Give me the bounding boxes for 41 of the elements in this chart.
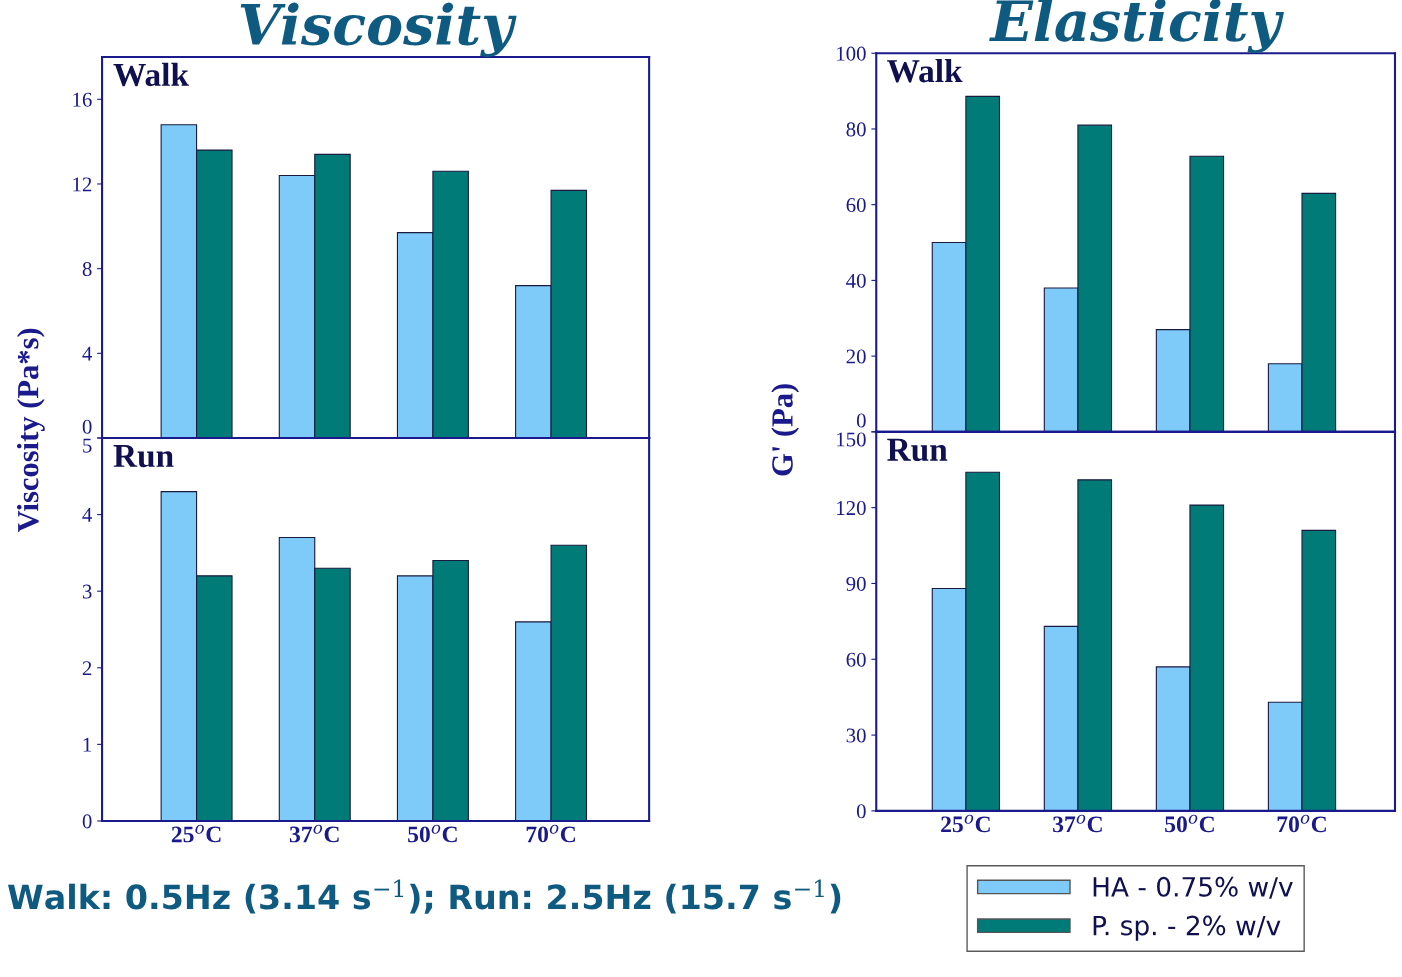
y-tick-label: 60 — [846, 198, 866, 213]
annotation: Run — [887, 438, 948, 462]
y-tick-label: 5 — [83, 438, 92, 453]
annotation: Walk — [113, 62, 189, 87]
y-tick-label: 0 — [82, 419, 92, 434]
x-tick-label: 70$^{o}$C — [526, 824, 575, 843]
chart-title: Viscosity — [240, 2, 517, 57]
annotation: Walk — [887, 58, 963, 83]
y-tick-label: 100 — [837, 46, 866, 61]
text: Walk: 0.5Hz (3.14 s$^{−1}$); Run: 2.5Hz (15.7 s$^{−1}$) — [8, 879, 841, 914]
x-tick-label: 70$^{o}$C — [1277, 814, 1326, 833]
y-tick-label: 60 — [846, 652, 866, 667]
legend-label: P. sp. - 2% w/v — [1093, 915, 1281, 941]
y-tick-label: 0 — [856, 804, 866, 819]
y-tick-label: 8 — [82, 262, 92, 277]
y-tick-label: 30 — [846, 728, 866, 743]
x-tick-label: 25$^{o}$C — [171, 824, 221, 843]
x-tick-label: 50$^{o}$C — [1165, 814, 1214, 833]
y-tick-label: 90 — [846, 576, 866, 591]
y-tick-label: 120 — [837, 501, 866, 516]
legend-label: HA - 0.75% w/v — [1093, 876, 1293, 899]
x-tick-label: 25$^{o}$C — [941, 814, 990, 833]
y-tick-label: 12 — [73, 177, 92, 192]
y-tick-label: 80 — [846, 122, 866, 137]
annotation: Run — [113, 445, 174, 468]
x-tick-label: 37$^{o}$C — [289, 824, 339, 843]
y-tick-label: 0 — [856, 413, 866, 428]
x-tick-label: 50$^{o}$C — [408, 824, 457, 843]
y-tick-label: 150 — [837, 432, 866, 447]
y-tick-label: 4 — [82, 508, 93, 522]
y-tick-label: 16 — [73, 92, 92, 107]
y-tick-label: 40 — [846, 273, 866, 288]
x-tick-label: 37$^{o}$C — [1053, 814, 1102, 833]
y-tick-label: 3 — [82, 584, 92, 599]
y-tick-label: 20 — [846, 349, 866, 364]
y-axis-title: Viscosity (Pa*s) — [16, 328, 45, 533]
y-tick-label: 4 — [82, 346, 93, 361]
y-tick-label: 0 — [82, 814, 92, 829]
y-tick-label: 2 — [82, 661, 92, 676]
y-tick-label: 1 — [83, 737, 92, 752]
y-axis-title: G' (Pa) — [771, 384, 799, 476]
